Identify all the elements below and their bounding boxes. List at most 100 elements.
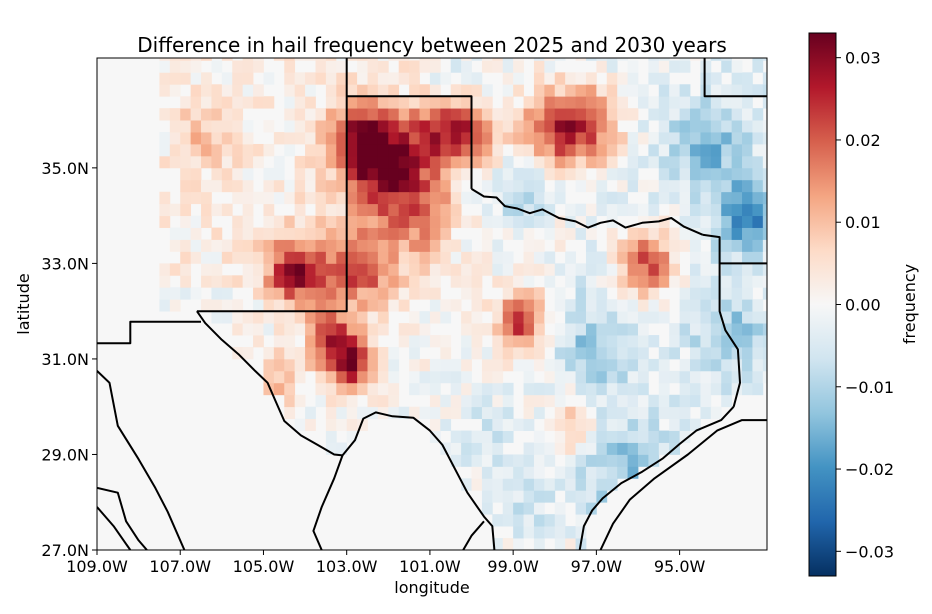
heatmap-cell bbox=[315, 335, 327, 348]
heatmap-cell bbox=[440, 346, 452, 360]
heatmap-cell bbox=[533, 538, 545, 550]
heatmap-cell bbox=[669, 155, 680, 169]
heatmap-cell bbox=[731, 84, 743, 97]
heatmap-cell bbox=[242, 203, 254, 217]
heatmap-cell bbox=[710, 275, 722, 288]
heatmap-cell bbox=[471, 143, 483, 157]
heatmap-cell bbox=[367, 251, 379, 264]
heatmap-cell bbox=[585, 263, 597, 276]
heatmap-cell bbox=[346, 132, 358, 145]
heatmap-cell bbox=[762, 239, 767, 252]
heatmap-cell bbox=[211, 60, 223, 73]
heatmap-cell bbox=[575, 215, 587, 228]
heatmap-cell bbox=[357, 263, 368, 276]
heatmap-cell bbox=[554, 58, 566, 61]
heatmap-cell bbox=[502, 179, 514, 193]
heatmap-cell bbox=[502, 120, 514, 133]
heatmap-cell bbox=[159, 84, 171, 97]
heatmap-cell bbox=[658, 60, 670, 73]
heatmap-cell bbox=[752, 358, 764, 372]
heatmap-cell bbox=[762, 72, 767, 85]
heatmap-cell bbox=[700, 358, 712, 372]
heatmap-cell bbox=[357, 406, 368, 420]
heatmap-cell bbox=[367, 72, 379, 85]
heatmap-cell bbox=[533, 478, 545, 491]
heatmap-cell bbox=[419, 155, 431, 169]
x-tick-label: 101.0W bbox=[399, 557, 461, 576]
heatmap-cell bbox=[700, 143, 712, 157]
heatmap-cell bbox=[544, 108, 556, 121]
heatmap-cell bbox=[731, 382, 743, 396]
heatmap-cell bbox=[648, 143, 660, 157]
heatmap-cell bbox=[554, 108, 566, 121]
heatmap-cell bbox=[450, 299, 462, 312]
heatmap-cell bbox=[554, 394, 566, 408]
heatmap-cell bbox=[461, 251, 472, 264]
heatmap-cell bbox=[637, 155, 649, 169]
heatmap-cell bbox=[190, 227, 202, 240]
heatmap-cell bbox=[523, 299, 535, 312]
colorbar: 0.030.020.010.00−0.01−0.02−0.03 frequenc… bbox=[808, 32, 919, 577]
heatmap-cell bbox=[690, 239, 701, 252]
heatmap-cell bbox=[679, 430, 691, 443]
heatmap-cell bbox=[232, 84, 244, 97]
heatmap-cell bbox=[409, 346, 420, 360]
heatmap-cell bbox=[294, 179, 306, 193]
heatmap-cell bbox=[461, 346, 472, 360]
heatmap-cell bbox=[637, 418, 649, 431]
heatmap-cell bbox=[388, 96, 400, 109]
heatmap-cell bbox=[398, 227, 410, 240]
heatmap-cell bbox=[357, 275, 368, 288]
heatmap-cell bbox=[502, 466, 514, 479]
heatmap-cell bbox=[721, 299, 733, 312]
heatmap-cell bbox=[513, 108, 524, 121]
heatmap-cell bbox=[575, 58, 587, 61]
heatmap-cell bbox=[513, 227, 524, 240]
heatmap-cell bbox=[190, 215, 202, 228]
heatmap-cell bbox=[346, 227, 358, 240]
heatmap-cell bbox=[627, 466, 639, 479]
heatmap-cell bbox=[325, 215, 337, 228]
heatmap-cell bbox=[627, 203, 639, 217]
heatmap-cell bbox=[523, 215, 535, 228]
heatmap-cell bbox=[575, 227, 587, 240]
heatmap-cell bbox=[357, 96, 368, 109]
heatmap-cell bbox=[658, 132, 670, 145]
heatmap-cell bbox=[700, 84, 712, 97]
heatmap-cell bbox=[201, 251, 212, 264]
heatmap-cell bbox=[690, 370, 701, 384]
heatmap-cell bbox=[565, 346, 576, 360]
heatmap-cell bbox=[627, 167, 639, 181]
heatmap-cell bbox=[606, 263, 618, 276]
heatmap-cell bbox=[690, 132, 701, 145]
heatmap-cell bbox=[481, 358, 493, 372]
heatmap-cell bbox=[596, 108, 608, 121]
heatmap-cell bbox=[253, 251, 264, 264]
x-axis-ticks: 109.0W 107.0W 105.0W 103.0W 101.0W 99.0W 97.0W… bbox=[66, 550, 706, 576]
heatmap-cell bbox=[523, 263, 535, 276]
heatmap-cell bbox=[284, 311, 296, 324]
heatmap-cell bbox=[731, 143, 743, 157]
heatmap-cell bbox=[617, 346, 628, 360]
heatmap-cell bbox=[544, 84, 556, 97]
heatmap-cell bbox=[523, 382, 535, 396]
heatmap-cell bbox=[513, 514, 524, 527]
heatmap-cell bbox=[450, 84, 462, 97]
heatmap-cell bbox=[211, 287, 223, 300]
heatmap-cell bbox=[565, 299, 576, 312]
x-tick-label: 95.0W bbox=[654, 557, 706, 576]
heatmap-cell bbox=[440, 418, 452, 431]
heatmap-cell bbox=[710, 155, 722, 169]
heatmap-cell bbox=[263, 72, 275, 85]
heatmap-cell bbox=[752, 227, 764, 240]
heatmap-cell bbox=[169, 143, 181, 157]
heatmap-cell bbox=[336, 215, 348, 228]
heatmap-cell bbox=[461, 191, 472, 205]
heatmap-cell bbox=[294, 58, 306, 61]
heatmap-cell bbox=[533, 155, 545, 169]
heatmap-cell bbox=[325, 179, 337, 193]
heatmap-cell bbox=[284, 132, 296, 145]
heatmap-cell bbox=[648, 287, 660, 300]
heatmap-cell bbox=[481, 263, 493, 276]
heatmap-cell bbox=[502, 311, 514, 324]
